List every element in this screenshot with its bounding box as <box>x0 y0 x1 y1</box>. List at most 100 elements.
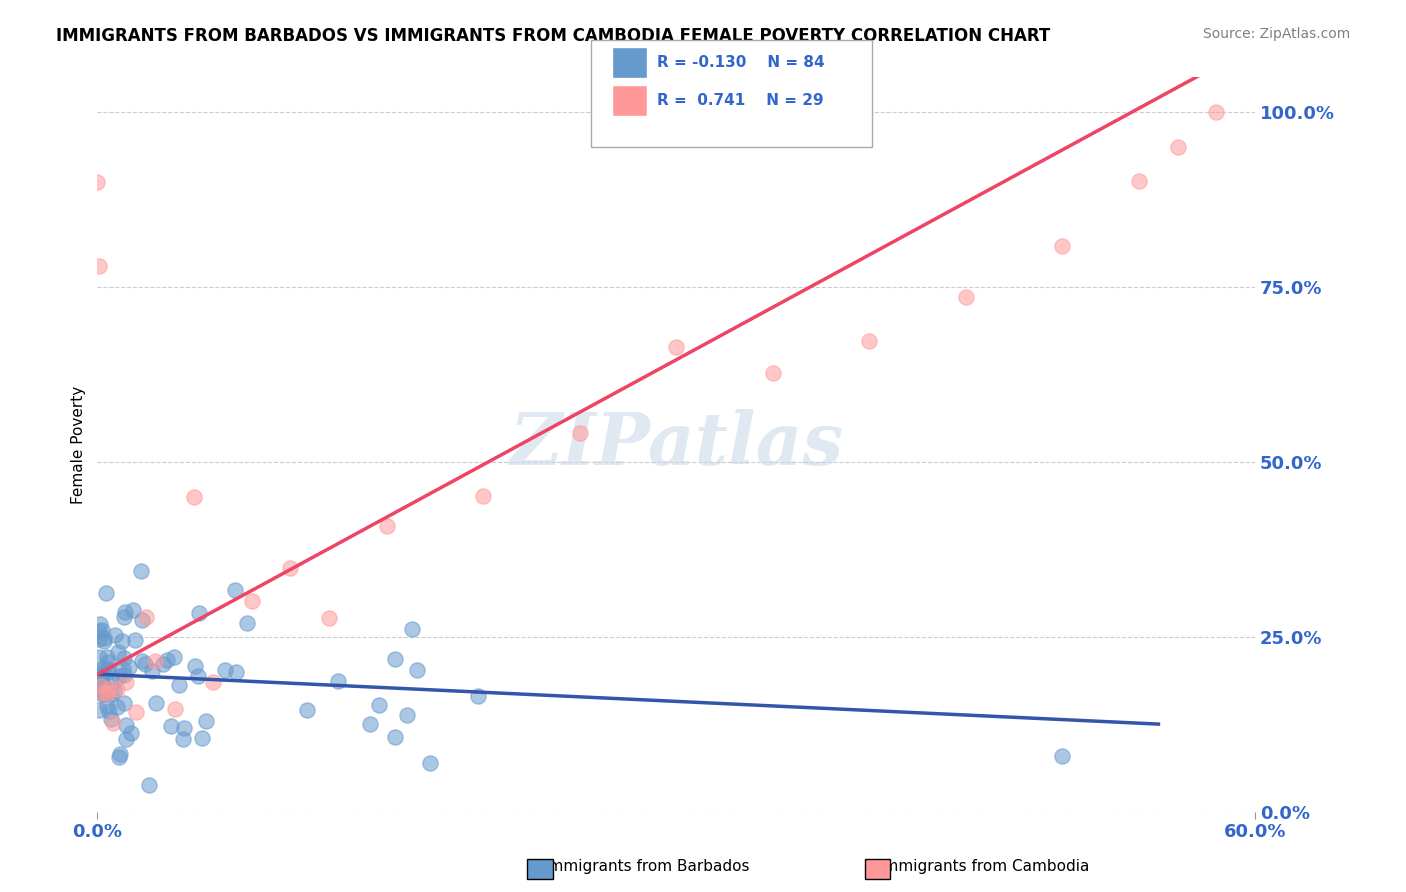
Point <box>105 699 128 714</box>
Point <box>90 680 112 694</box>
Point <box>326 673 349 688</box>
Point <box>115 731 138 746</box>
Point <box>568 426 591 441</box>
Point <box>97 704 120 718</box>
Point <box>401 622 423 636</box>
Point <box>97 655 120 669</box>
Point <box>131 613 153 627</box>
Point <box>858 334 880 349</box>
Point <box>89 703 111 717</box>
Point <box>1167 139 1189 153</box>
Point <box>467 689 489 703</box>
Point <box>91 661 114 675</box>
Point <box>295 703 318 717</box>
Point <box>90 687 112 701</box>
Text: IMMIGRANTS FROM BARBADOS VS IMMIGRANTS FROM CAMBODIA FEMALE POVERTY CORRELATION : IMMIGRANTS FROM BARBADOS VS IMMIGRANTS F… <box>56 27 1050 45</box>
Point <box>90 679 112 693</box>
Point <box>138 778 160 792</box>
Text: Immigrants from Barbados: Immigrants from Barbados <box>544 859 749 874</box>
Point <box>367 698 389 712</box>
Point <box>110 747 132 761</box>
Point <box>91 623 114 637</box>
Point <box>1128 174 1150 188</box>
Point <box>93 687 115 701</box>
Point <box>240 594 263 608</box>
Point <box>395 707 418 722</box>
Point <box>94 586 117 600</box>
Point <box>87 632 110 646</box>
Point <box>955 290 977 304</box>
Text: Immigrants from Cambodia: Immigrants from Cambodia <box>879 859 1090 874</box>
Text: R = -0.130    N = 84: R = -0.130 N = 84 <box>657 55 824 70</box>
Point <box>89 259 111 273</box>
Point <box>761 366 783 380</box>
Point <box>101 715 124 730</box>
Point <box>105 681 128 696</box>
Point <box>103 675 125 690</box>
Point <box>91 666 114 681</box>
Point <box>184 659 207 673</box>
Point <box>145 696 167 710</box>
Point <box>118 659 141 673</box>
Point <box>472 490 495 504</box>
Point <box>108 749 131 764</box>
Text: ZIPatlas: ZIPatlas <box>509 409 844 480</box>
Point <box>156 653 179 667</box>
Point <box>112 668 135 682</box>
Point <box>163 702 186 716</box>
Point <box>187 606 209 620</box>
Point <box>194 714 217 728</box>
Point <box>100 687 122 701</box>
Point <box>143 654 166 668</box>
Y-axis label: Female Poverty: Female Poverty <box>72 385 86 504</box>
Point <box>112 696 135 710</box>
Point <box>87 624 110 639</box>
Point <box>91 686 114 700</box>
Point <box>135 610 157 624</box>
Point <box>104 627 127 641</box>
Point <box>129 565 152 579</box>
Point <box>96 686 118 700</box>
Point <box>1205 105 1227 120</box>
Point <box>87 649 110 664</box>
Point <box>1050 748 1073 763</box>
Point <box>384 731 406 745</box>
Point <box>163 650 186 665</box>
Point <box>93 631 115 645</box>
Point <box>152 657 174 671</box>
Point <box>359 716 381 731</box>
Point <box>236 616 259 631</box>
Point <box>125 705 148 719</box>
Point <box>375 519 398 533</box>
Point <box>111 633 134 648</box>
Point <box>91 678 114 692</box>
Point <box>112 609 135 624</box>
Point <box>96 650 118 665</box>
Point <box>124 633 146 648</box>
Point <box>419 756 441 770</box>
Point <box>278 561 301 575</box>
Point <box>112 663 135 677</box>
Point <box>224 582 246 597</box>
Text: Source: ZipAtlas.com: Source: ZipAtlas.com <box>1202 27 1350 41</box>
Point <box>115 674 138 689</box>
Point <box>1050 239 1073 253</box>
Point <box>114 605 136 619</box>
Point <box>214 663 236 677</box>
Point <box>100 712 122 726</box>
Point <box>384 651 406 665</box>
Point <box>172 732 194 747</box>
Point <box>131 654 153 668</box>
Point <box>89 674 111 689</box>
Point <box>97 662 120 676</box>
Point <box>89 616 111 631</box>
Point <box>183 490 205 504</box>
Point <box>160 719 183 733</box>
Point <box>191 731 214 745</box>
Point <box>103 683 125 698</box>
Point <box>89 681 111 696</box>
Point <box>97 681 120 696</box>
Point <box>107 645 129 659</box>
Point <box>112 651 135 665</box>
Point <box>115 718 138 732</box>
